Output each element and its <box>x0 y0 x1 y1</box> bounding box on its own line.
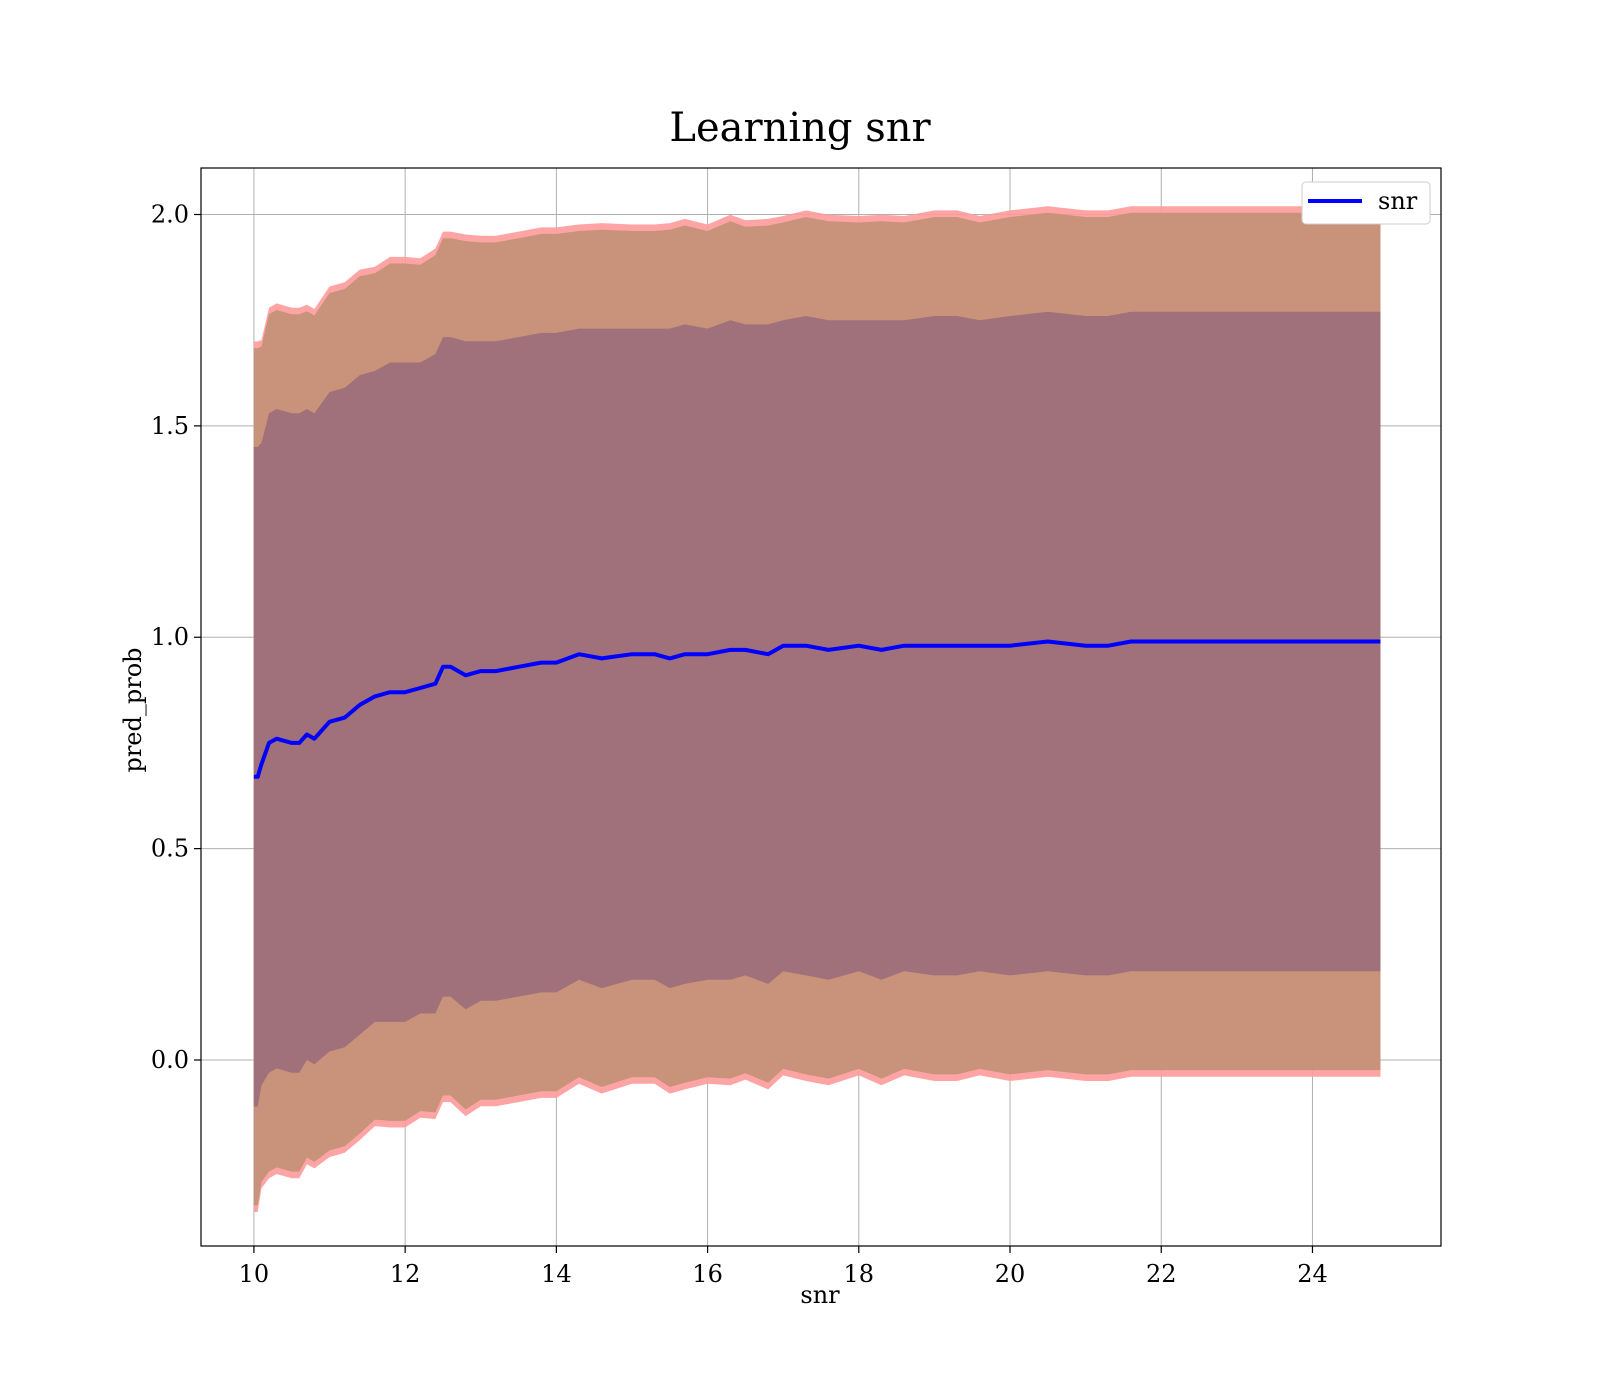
x-tick-label: 24 <box>1297 1260 1328 1288</box>
plot-area <box>200 167 1442 1247</box>
legend-label: snr <box>1378 187 1418 215</box>
plot-frame <box>200 167 1442 1247</box>
y-tick-label: 2.0 <box>151 201 189 229</box>
y-tick-label: 0.0 <box>151 1046 189 1074</box>
x-axis-label: snr <box>800 1281 840 1309</box>
y-axis-label: pred_prob <box>119 647 147 772</box>
x-axis-ticks: 10 12 14 16 18 20 22 24 <box>239 1246 1328 1288</box>
x-tick-label: 16 <box>692 1260 723 1288</box>
chart-title: Learning snr <box>669 105 931 151</box>
x-tick-label: 12 <box>390 1260 421 1288</box>
legend: snr <box>1301 181 1431 225</box>
std-bands <box>253 206 1381 1212</box>
y-tick-label: 1.0 <box>151 623 189 651</box>
x-tick-label: 20 <box>995 1260 1026 1288</box>
y-axis-ticks: 0.0 0.5 1.0 1.5 2.0 <box>151 201 201 1074</box>
series-line-snr <box>253 639 1381 779</box>
x-tick-label: 10 <box>239 1260 270 1288</box>
x-tick-label: 18 <box>844 1260 875 1288</box>
y-tick-label: 1.5 <box>151 412 189 440</box>
legend-frame <box>1301 181 1431 225</box>
mean-lines <box>253 639 1381 779</box>
inner-std-band <box>253 311 1381 1107</box>
y-tick-label: 0.5 <box>151 835 189 863</box>
x-tick-label: 14 <box>541 1260 572 1288</box>
x-tick-label: 22 <box>1146 1260 1177 1288</box>
